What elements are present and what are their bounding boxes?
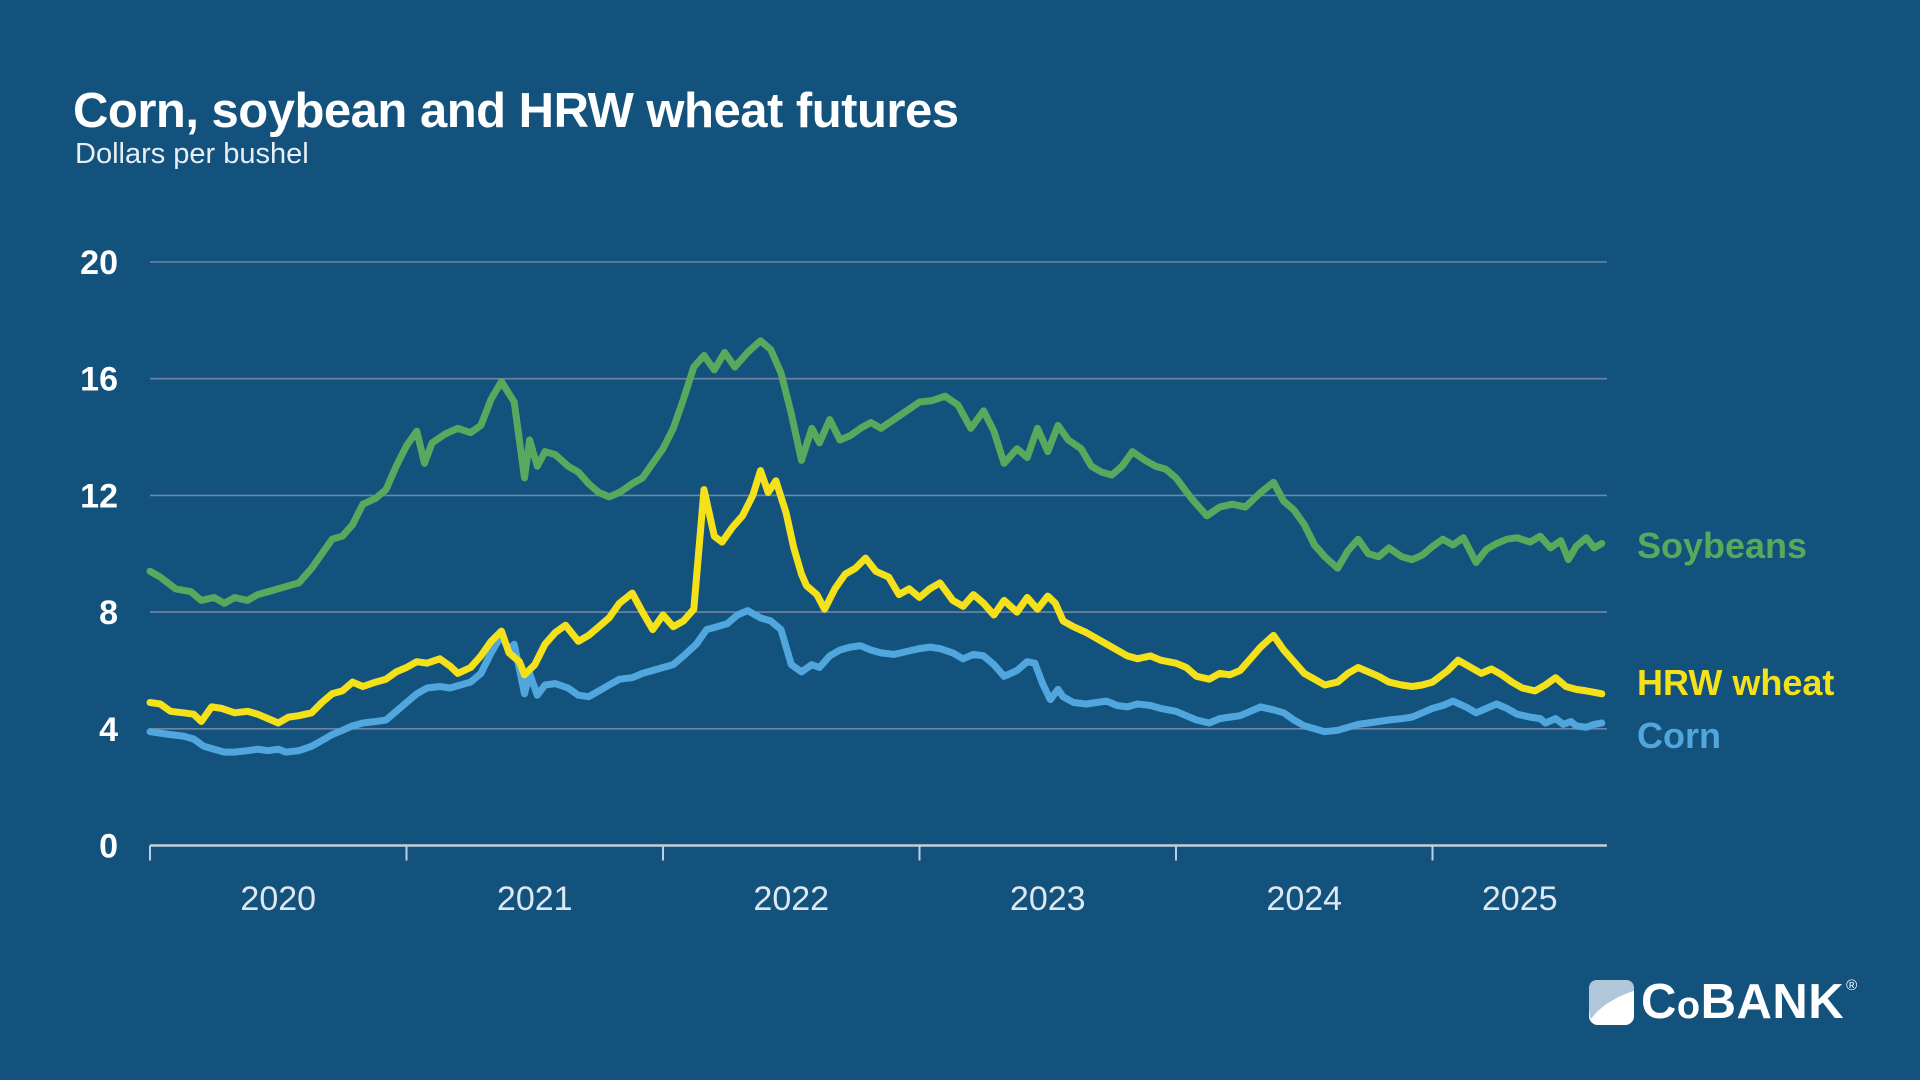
y-tick-label-20: 20	[80, 244, 118, 282]
y-axis-units-caption: Dollars per bushel	[75, 138, 309, 170]
line-corn	[146, 607, 1606, 756]
x-tick-label-2021: 2021	[497, 880, 573, 918]
x-tick-label-2022: 2022	[753, 880, 829, 918]
y-tick-label-4: 4	[99, 711, 118, 749]
y-tick-label-16: 16	[80, 361, 118, 399]
y-tick-label-12: 12	[80, 477, 118, 515]
y-axis-labels: 0 4 8 12 16 20	[80, 244, 118, 866]
x-axis	[149, 844, 1607, 861]
x-tick-label-2023: 2023	[1010, 880, 1086, 918]
series-label-hrw-wheat: HRW wheat	[1637, 662, 1835, 703]
y-tick-label-8: 8	[99, 594, 118, 632]
cobank-logo-text: CoBANK ®	[1641, 975, 1858, 1029]
cobank-logo: CoBANK ®	[1589, 978, 1858, 1027]
cobank-logo-icon	[1589, 980, 1634, 1025]
page-title: Corn, soybean and HRW wheat futures	[73, 83, 959, 138]
gridlines	[150, 261, 1607, 730]
x-tick-label-2025: 2025	[1482, 880, 1558, 918]
line-soybeans	[146, 337, 1606, 607]
series-label-corn: Corn	[1637, 715, 1721, 756]
y-tick-label-0: 0	[99, 828, 118, 866]
series-label-soybeans: Soybeans	[1637, 525, 1808, 566]
line-hrw-wheat	[146, 467, 1606, 727]
x-tick-label-2020: 2020	[240, 880, 316, 918]
series-lines	[146, 337, 1606, 756]
registered-mark-icon: ®	[1846, 977, 1858, 994]
x-axis-labels: 2020 2021 2022 2023 2024 2025	[240, 880, 1557, 918]
x-tick-label-2024: 2024	[1266, 880, 1342, 918]
